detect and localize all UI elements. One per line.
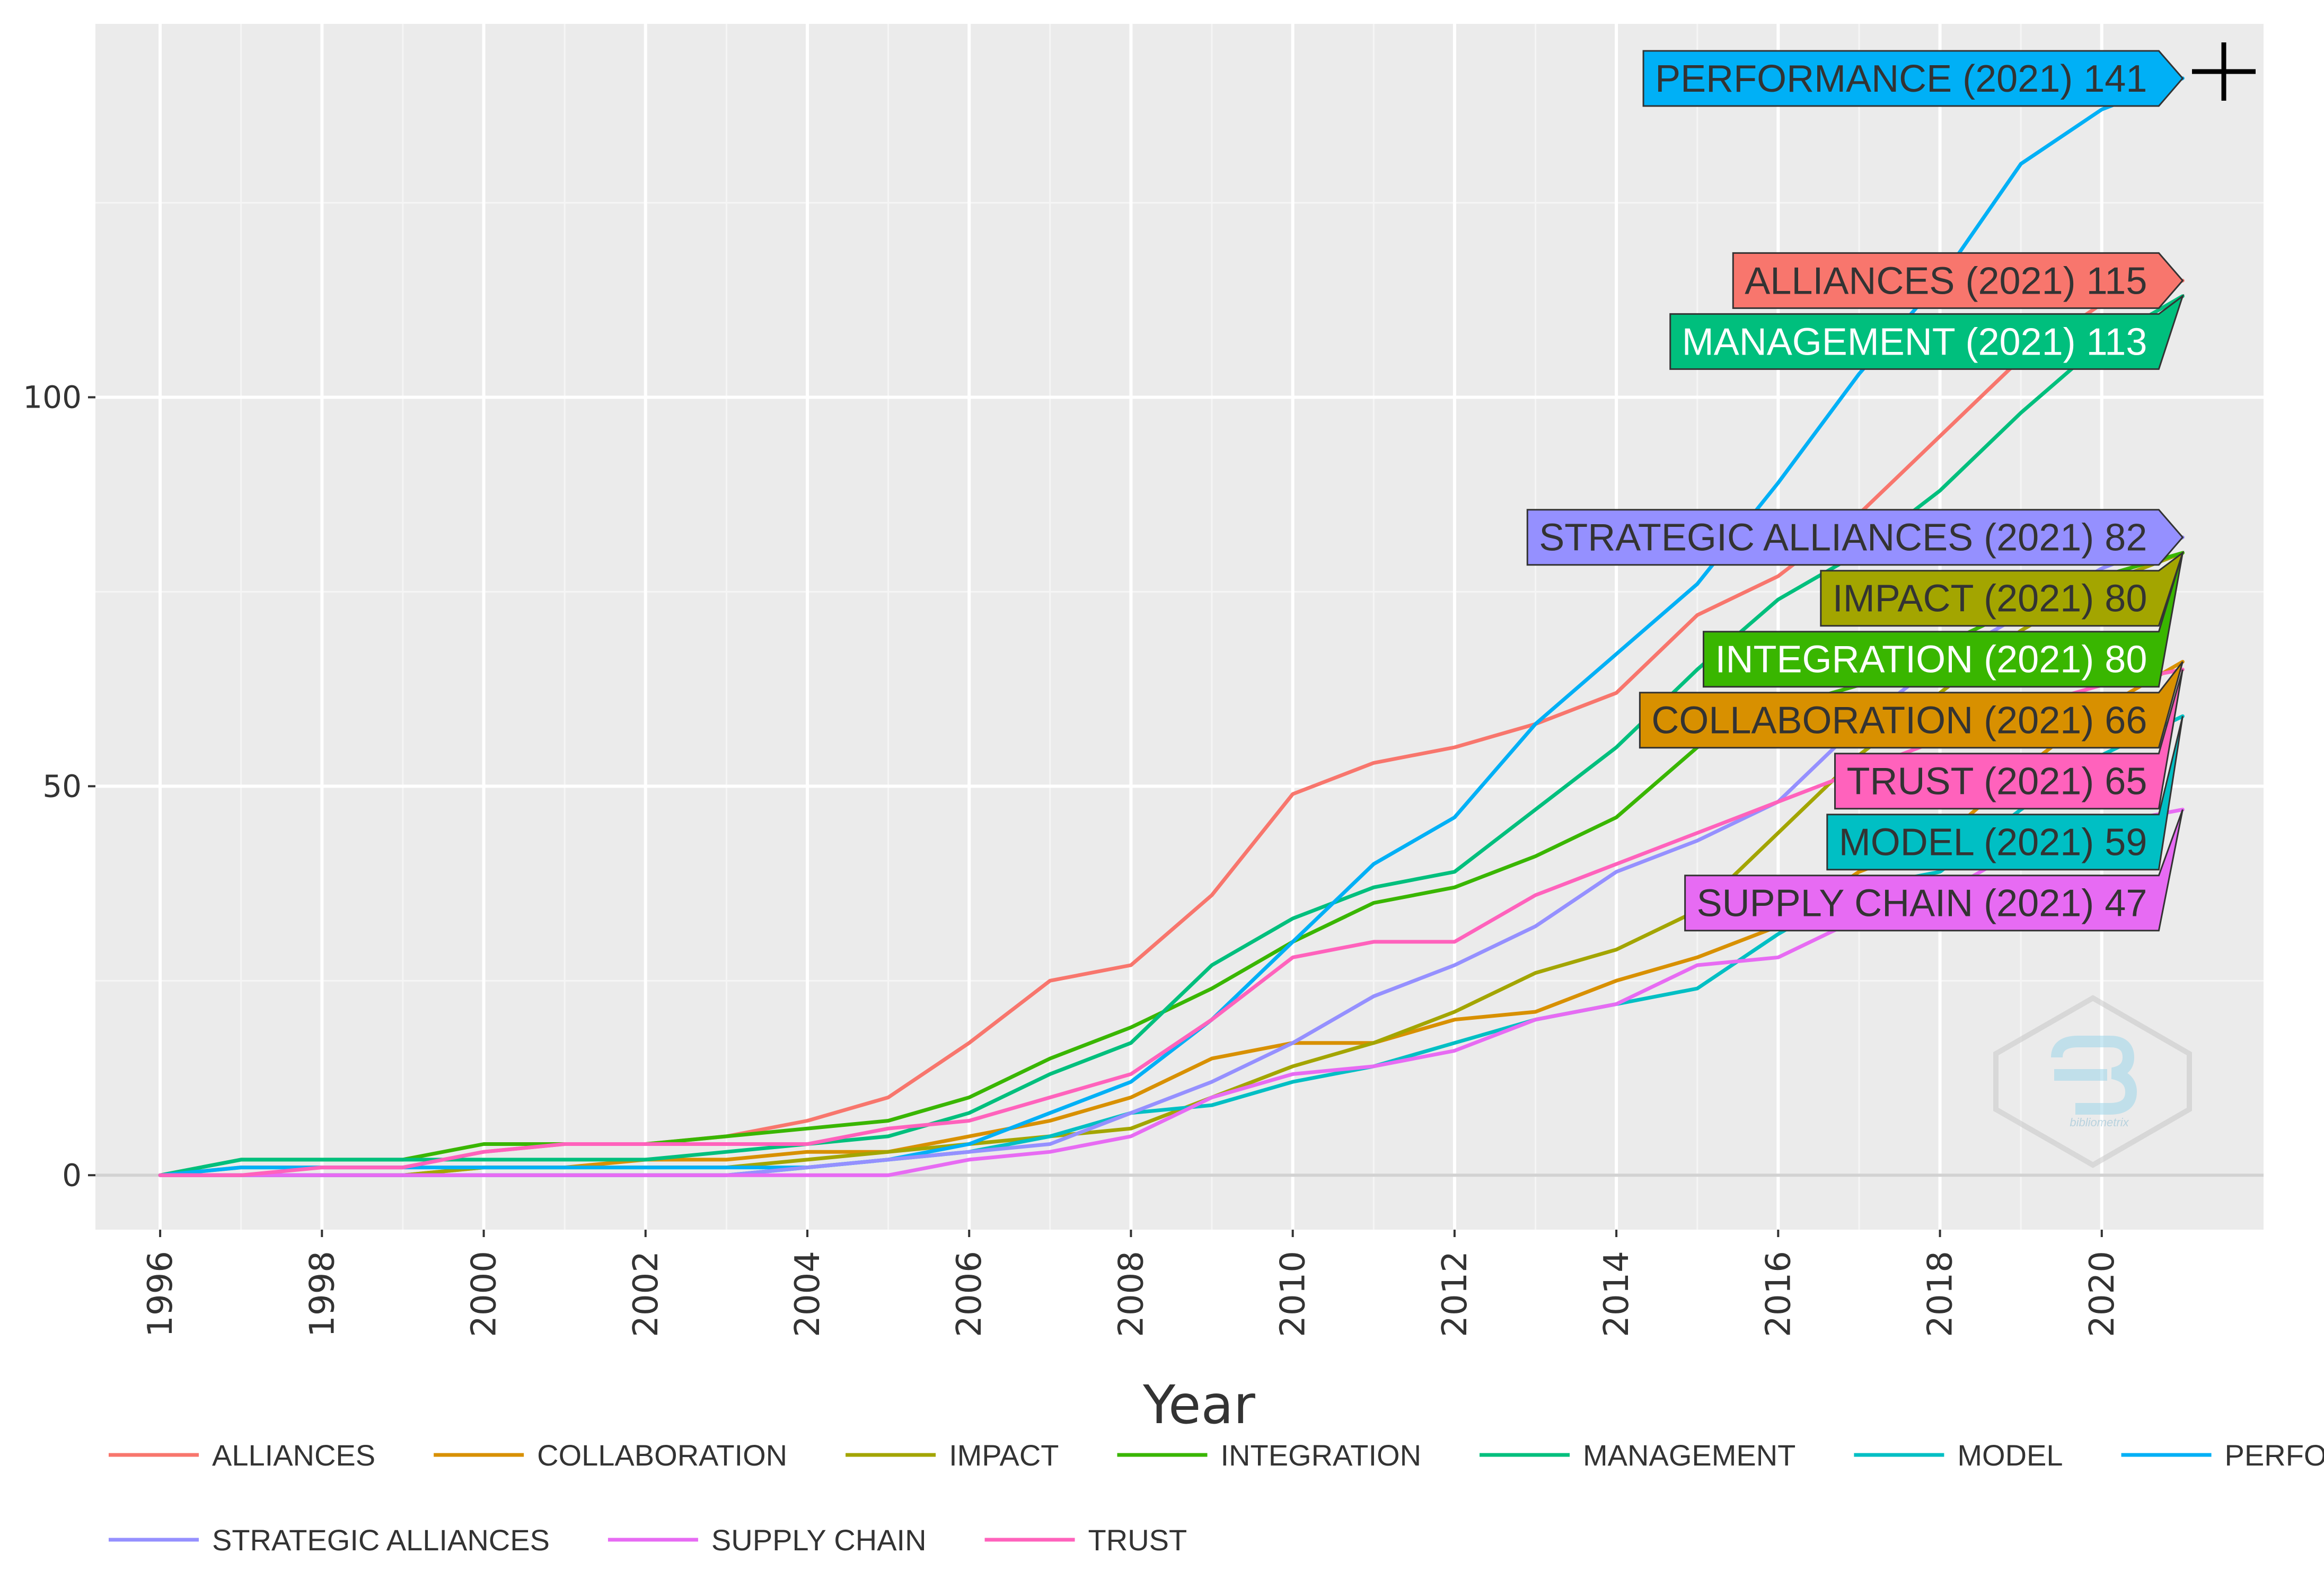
end-labels: PERFORMANCE (2021) 141 ALLIANCES (2021) 1… — [1526, 50, 2185, 932]
legend-label: IMPACT — [949, 1438, 1059, 1472]
end-label-collaboration: COLLABORATION (2021) 66 — [1639, 661, 2184, 749]
legend-item-management: MANAGEMENT — [1480, 1438, 1795, 1472]
end-label-model: MODEL (2021) 59 — [1826, 716, 2184, 871]
end-label-box — [1684, 809, 2184, 932]
legend-label: TRUST — [1088, 1523, 1187, 1557]
end-label-text: STRATEGIC ALLIANCES (2021) 82 — [1539, 517, 2147, 559]
end-label-box — [1820, 551, 2185, 627]
y-tick-label: 0 — [62, 1157, 82, 1193]
end-label-management: MANAGEMENT (2021) 113 — [1669, 294, 2185, 370]
end-label-box — [1639, 661, 2184, 749]
legend-label: COLLABORATION — [537, 1438, 787, 1472]
legend-label: MANAGEMENT — [1583, 1438, 1795, 1472]
legend-item-model: MODEL — [1854, 1438, 2063, 1472]
cursor-crosshair-icon — [2192, 42, 2256, 101]
legend-item-impact: IMPACT — [846, 1438, 1059, 1472]
legend-item-alliances: ALLIANCES — [109, 1438, 375, 1472]
x-tick-label: 2006 — [950, 1251, 989, 1337]
end-label-box — [1732, 252, 2184, 309]
x-tick-label: 2002 — [627, 1251, 666, 1337]
legend-label: SUPPLY CHAIN — [711, 1523, 927, 1557]
end-label-box — [1834, 669, 2184, 810]
x-axis-title: Year — [1142, 1374, 1256, 1436]
grid — [95, 24, 2264, 1230]
bibliometrix-watermark: bibliometrix — [1993, 995, 2192, 1168]
legend-item-performance: PERFORMANCE — [2121, 1438, 2324, 1472]
end-label-text: COLLABORATION (2021) 66 — [1651, 700, 2147, 742]
legend-label: MODEL — [1957, 1438, 2063, 1472]
x-tick-label: 2012 — [1436, 1251, 1475, 1337]
x-tick-label: 1998 — [303, 1251, 342, 1337]
x-tick-label: 2010 — [1274, 1251, 1313, 1337]
legend-label: ALLIANCES — [212, 1438, 375, 1472]
series-line-performance — [158, 76, 2185, 1177]
end-label-box — [1526, 509, 2184, 566]
legend-item-trust: TRUST — [984, 1523, 1187, 1557]
end-label-impact: IMPACT (2021) 80 — [1820, 551, 2185, 627]
legend-label: PERFORMANCE — [2225, 1438, 2324, 1472]
legend-label: STRATEGIC ALLIANCES — [212, 1523, 550, 1557]
end-label-text: SUPPLY CHAIN (2021) 47 — [1697, 882, 2147, 925]
end-label-strategic-alliances: STRATEGIC ALLIANCES (2021) 82 — [1526, 509, 2184, 566]
watermark-text: bibliometrix — [2070, 1116, 2129, 1129]
legend-item-strategic-alliances: STRATEGIC ALLIANCES — [109, 1523, 550, 1557]
end-label-text: TRUST (2021) 65 — [1846, 761, 2147, 803]
x-tick-label: 2008 — [1112, 1251, 1151, 1337]
x-tick-label: 2004 — [788, 1251, 828, 1337]
plot-panel — [95, 24, 2264, 1230]
legend-item-supply-chain: SUPPLY CHAIN — [608, 1523, 927, 1557]
legend-label: INTEGRATION — [1221, 1438, 1422, 1472]
end-label-supply-chain: SUPPLY CHAIN (2021) 47 — [1684, 809, 2184, 932]
x-tick-label: 2016 — [1759, 1251, 1798, 1337]
end-label-box — [1669, 294, 2185, 370]
y-tick-label: 50 — [42, 768, 82, 804]
legend-item-collaboration: COLLABORATION — [434, 1438, 787, 1472]
x-tick-label: 1996 — [141, 1251, 180, 1337]
x-tick-label: 2020 — [2083, 1251, 2122, 1337]
y-tick-label: 100 — [23, 379, 82, 416]
end-label-text: ALLIANCES (2021) 115 — [1745, 260, 2147, 302]
end-label-box — [1642, 50, 2184, 107]
x-tick-label: 2014 — [1597, 1251, 1636, 1337]
legend: ALLIANCES COLLABORATION IMPACT INTEGRATION M… — [109, 1438, 2324, 1557]
end-label-integration: INTEGRATION (2021) 80 — [1703, 552, 2184, 688]
end-label-alliances: ALLIANCES (2021) 115 — [1732, 252, 2184, 309]
x-tick-label: 2018 — [1921, 1251, 1960, 1337]
end-label-text: PERFORMANCE (2021) 141 — [1655, 58, 2147, 100]
end-label-performance: PERFORMANCE (2021) 141 — [1642, 50, 2184, 107]
end-label-text: IMPACT (2021) 80 — [1833, 578, 2147, 620]
end-label-box — [1703, 552, 2184, 688]
legend-item-integration: INTEGRATION — [1117, 1438, 1422, 1472]
axes: 0 50 100 1996 1998 2000 2002 2004 2006 2008 2010 20… — [23, 379, 2121, 1337]
end-label-text: MODEL (2021) 59 — [1839, 822, 2147, 864]
series-line-integration — [158, 551, 2185, 1177]
end-label-text: MANAGEMENT (2021) 113 — [1682, 321, 2147, 363]
x-tick-label: 2000 — [465, 1251, 504, 1337]
end-label-box — [1826, 716, 2184, 871]
end-label-trust: TRUST (2021) 65 — [1834, 669, 2184, 810]
end-label-text: INTEGRATION (2021) 80 — [1715, 639, 2147, 681]
